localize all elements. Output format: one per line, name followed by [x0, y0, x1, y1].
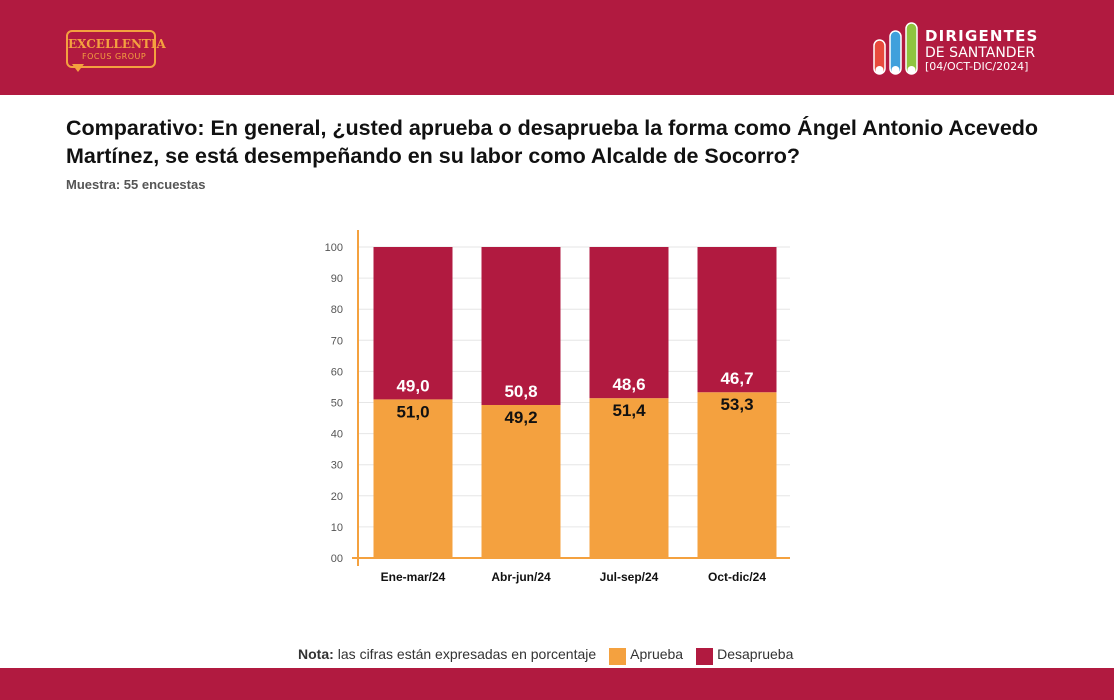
- dirigentes-logo-icon: [873, 22, 918, 75]
- logo-right-line3: [04/OCT-DIC/2024]: [925, 60, 1029, 73]
- logo-right-line1: DIRIGENTES: [925, 27, 1039, 45]
- legend: Nota: las cifras están expresadas en por…: [298, 643, 793, 665]
- y-tick-label: 40: [331, 429, 343, 441]
- x-tick-label: Abr-jun/24: [491, 570, 551, 584]
- y-tick-label: 90: [331, 273, 343, 285]
- y-tick-label: 80: [331, 304, 343, 316]
- data-label-aprueba: 49,2: [504, 408, 537, 427]
- page-title: Comparativo: En general, ¿usted aprueba …: [66, 116, 1039, 168]
- y-tick-label: 30: [331, 460, 343, 472]
- logo-left-line2: FOCUS GROUP: [82, 52, 147, 61]
- y-tick-label: 50: [331, 398, 343, 410]
- bar-aprueba: [589, 398, 669, 558]
- x-tick-label: Jul-sep/24: [600, 570, 659, 584]
- bar-desaprueba: [373, 247, 453, 400]
- legend-label-aprueba: Aprueba: [630, 646, 684, 662]
- data-label-aprueba: 51,0: [396, 402, 429, 421]
- y-tick-label: 00: [331, 553, 343, 565]
- bar-aprueba: [481, 404, 561, 558]
- legend-label-desaprueba: Desaprueba: [717, 646, 794, 662]
- bar-aprueba: [373, 399, 453, 558]
- footer-band: [0, 668, 1114, 700]
- y-tick-label: 60: [331, 366, 343, 378]
- logo-right-line2: DE SANTANDER: [925, 45, 1036, 61]
- logo-left-line1: EXCELLENTIA: [68, 37, 166, 51]
- data-label-aprueba: 53,3: [720, 395, 753, 414]
- bar-aprueba: [697, 392, 777, 558]
- sample-size: Muestra: 55 encuestas: [66, 177, 206, 192]
- bar-desaprueba: [481, 247, 561, 405]
- legend-note-label: Nota:: [298, 646, 334, 662]
- y-tick-label: 100: [325, 242, 343, 254]
- bar-desaprueba: [589, 247, 669, 399]
- logo-bubble-tail: [72, 64, 84, 72]
- legend-note-text: las cifras están expresadas en porcentaj…: [337, 646, 597, 662]
- y-tick-label: 70: [331, 335, 343, 347]
- x-tick-label: Ene-mar/24: [381, 570, 446, 584]
- y-tick-label: 10: [331, 522, 343, 534]
- logo-speech-bubble: [66, 30, 156, 68]
- legend-swatch-aprueba: [609, 647, 627, 665]
- data-label-desaprueba: 48,6: [612, 375, 645, 394]
- excellentia-logo: EXCELLENTIA FOCUS GROUP: [66, 28, 166, 76]
- dirigentes-logo-text: DIRIGENTES DE SANTANDER [04/OCT-DIC/2024…: [925, 27, 1039, 73]
- legend-swatch-desaprueba: [696, 647, 714, 665]
- data-label-desaprueba: 50,8: [504, 382, 537, 401]
- data-label-desaprueba: 46,7: [720, 369, 753, 388]
- bar-desaprueba: [697, 247, 777, 393]
- data-label-aprueba: 51,4: [612, 401, 646, 420]
- header-band: [0, 0, 1114, 95]
- data-label-desaprueba: 49,0: [396, 376, 429, 395]
- x-tick-label: Oct-dic/24: [708, 570, 766, 584]
- y-tick-label: 20: [331, 491, 343, 503]
